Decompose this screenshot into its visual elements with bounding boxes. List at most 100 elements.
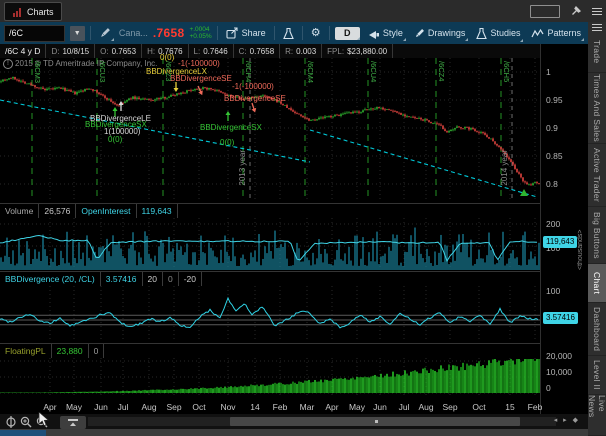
time-axis-label: Apr [43,402,56,412]
floatingpl-plot[interactable] [0,358,540,398]
fpl-header-cell[interactable]: 23,880 [52,344,89,358]
bbdivergence-panel-header[interactable]: BBDivergence (20, /CL)3.57416200-20 [0,271,588,287]
ohlc-field: R:0.003 [280,44,322,58]
pencil-icon [414,28,425,39]
timeframe-button[interactable]: D [335,27,360,40]
chart-toolbar: /6C ▼ Cana... .7658 +.0004 +0.05% Share … [0,22,588,44]
window-bottom-edge [0,429,606,436]
last-price: .7658 [153,26,185,40]
volume-panel-header[interactable]: Volume26,576OpenInterest119,643 [0,203,588,219]
fpl-header-cell[interactable]: FloatingPL [0,344,52,358]
pan-tool-icon[interactable] [7,416,15,428]
zigzag-pattern-icon [531,28,544,39]
time-axis-label: 15 [505,402,514,412]
time-axis-label: Jul [399,402,410,412]
onDemand-button[interactable] [280,25,297,42]
price-axis-gutter: 10.950.90.850.820010010020,00010,0000119… [540,44,589,414]
divider [274,26,275,40]
time-axis-label: May [66,402,82,412]
volume-header-cell[interactable]: OpenInterest [76,204,136,218]
edit-icon[interactable] [96,25,114,41]
ohlc-field: FPL:$23,880.00 [322,44,393,58]
divider [90,26,91,40]
time-axis-label: May [349,402,365,412]
sidebar-tab-trade[interactable]: Trade [588,32,606,73]
drawings-button[interactable]: Drawings [411,26,469,41]
sidebar-tab-active-trader[interactable]: Active Trader [588,144,606,207]
price-axis-label: 0.85 [546,151,563,161]
time-axis-label: Feb [273,402,288,412]
gadget-sidebar: TradeTimes And SalesActive TraderBig But… [588,22,606,436]
fpl-header-cell[interactable]: 0 [89,344,105,358]
symbol-description: Cana... [119,28,148,38]
bbdivergence-plot[interactable] [0,286,540,341]
studies-button[interactable]: Studies [473,25,523,42]
price-axis-label: 1 [546,67,551,77]
ohlc-field: O:0.7653 [95,44,142,58]
bbd-header-cell[interactable]: 3.57416 [101,272,143,286]
settings-button[interactable]: ⚙ [308,26,324,41]
zoom-in-icon[interactable] [21,417,31,427]
fpl-axis-label: 0 [546,383,551,393]
time-axis-label: Jun [94,402,108,412]
titlebar-menu-icon[interactable] [592,8,602,15]
time-axis-label: Sep [442,402,457,412]
sidebar-tab-chart[interactable]: Chart [588,264,606,303]
sidebar-tab-dashboard[interactable]: Dashboard [588,303,606,356]
bbd-header-cell[interactable]: 0 [163,272,179,286]
time-axis-label: Feb [528,402,543,412]
time-axis-label: Sep [166,402,181,412]
time-axis-label: Mar [300,402,315,412]
price-axis-label: 0.8 [546,179,558,189]
ohlc-field: D:10/8/15 [46,44,95,58]
scrollbar-arrows[interactable]: ◂ ▸ ◆ [554,416,580,424]
titlebar: Charts [0,0,606,22]
sidebar-tab-times-and-sales[interactable]: Times And Sales [588,73,606,144]
tab-charts-label: Charts [27,7,54,17]
change-percent: +0.05% [189,33,211,40]
change-value: +.0004 [189,26,211,33]
chart-scrollbar[interactable] [88,417,556,426]
window-bottom-accent [0,430,46,436]
symbol-input[interactable]: /6C [4,25,65,42]
time-axis-label: Oct [192,402,205,412]
drawings-label: Drawings [428,28,466,38]
symbol-dropdown-button[interactable]: ▼ [70,26,85,41]
time-axis-label: Aug [141,402,156,412]
price-change: +.0004 +0.05% [189,26,211,40]
ohlc-field: C:0.7658 [234,44,280,58]
patterns-label: Patterns [547,28,581,38]
window-layout-button[interactable] [530,5,560,18]
volume-header-cell[interactable]: 119,643 [137,204,178,218]
pin-icon[interactable] [570,5,582,17]
time-axis-label: Aug [418,402,433,412]
bbd-header-cell[interactable]: BBDivergence (20, /CL) [0,272,101,286]
bbd-axis-label: 100 [546,286,560,296]
time-axis-label: Jul [118,402,129,412]
volume-plot[interactable] [0,218,540,270]
thousands-unit-label: <thousands> [577,218,584,270]
volume-header-cell[interactable]: 26,576 [39,204,76,218]
sidebar-tab-level-ii[interactable]: Level II [588,356,606,395]
ohlc-bar: /6C 4 y D D:10/8/15O:0.7653H:0.7676L:0.7… [0,44,588,59]
volume-header-cell[interactable]: Volume [0,204,39,218]
bottom-toolbar: ◂ ▸ ◆ [0,414,588,429]
sidebar-tab-big-buttons[interactable]: Big Buttons [588,207,606,264]
drawer-toggle-button[interactable] [60,416,86,429]
style-button[interactable]: Style [365,25,406,41]
tab-charts[interactable]: Charts [4,2,62,21]
bbd-header-cell[interactable]: -20 [179,272,202,286]
megaphone-icon [368,27,380,39]
scrollbar-thumb[interactable] [230,417,520,426]
main-price-chart[interactable] [0,58,540,201]
sidebar-tab-live-news[interactable]: Live News [588,395,606,436]
floatingpl-panel-header[interactable]: FloatingPL23,8800 [0,343,588,359]
patterns-button[interactable]: Patterns [528,26,584,41]
time-axis-label: Oct [472,402,485,412]
mouse-cursor [38,412,50,427]
sidebar-menu-icon[interactable] [588,22,606,32]
share-button[interactable]: Share [223,25,269,41]
time-axis-label: 14 [250,402,259,412]
bbd-header-cell[interactable]: 20 [143,272,163,286]
time-axis-label: Nov [220,402,235,412]
